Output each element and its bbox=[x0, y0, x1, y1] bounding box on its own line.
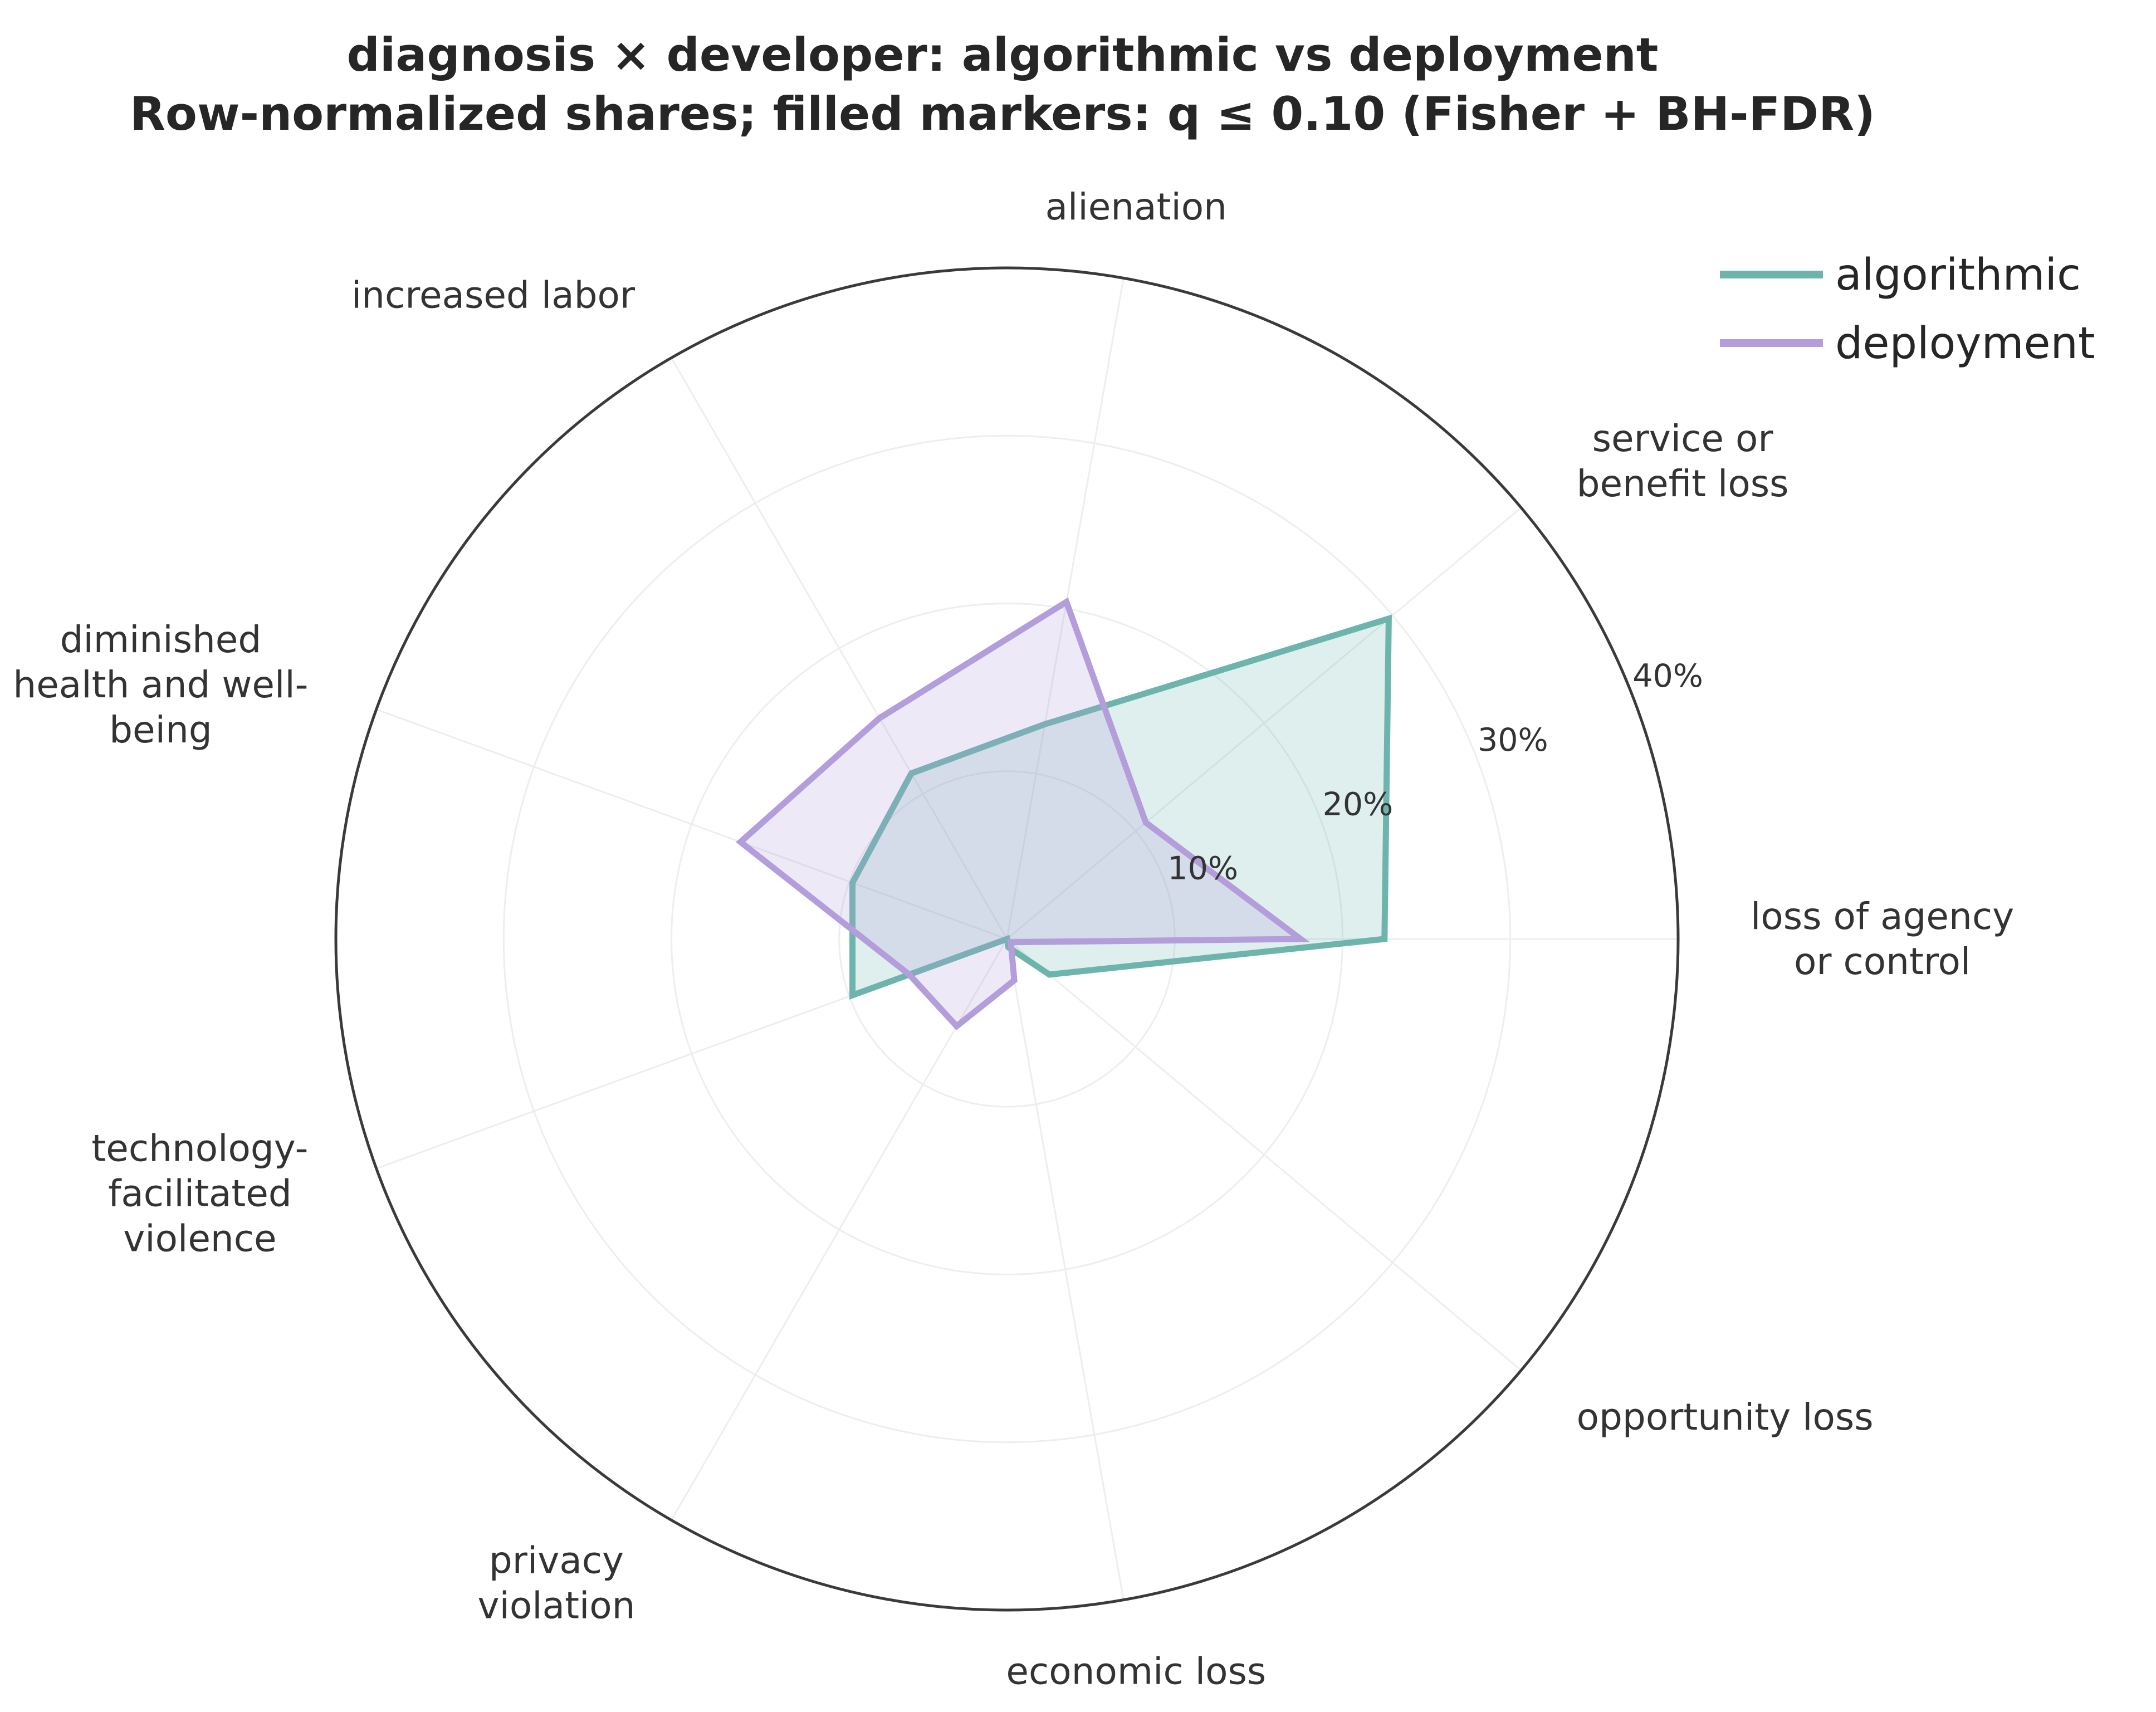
category-label-text: privacy violation bbox=[478, 1539, 635, 1627]
grid-spoke bbox=[376, 708, 1008, 940]
category-label-text: opportunity loss bbox=[1577, 1396, 1874, 1439]
category-label-line: violence bbox=[123, 1217, 276, 1260]
radial-tick-label-40: 40% bbox=[1632, 658, 1703, 694]
category-label-economic-loss: economic loss bbox=[1006, 1650, 1266, 1693]
series-line-algorithmic bbox=[849, 614, 1392, 1000]
series-fill-deployment bbox=[740, 601, 1301, 1026]
category-label-line: service or bbox=[1592, 417, 1774, 460]
chart-title: diagnosis × developer: algorithmic vs de… bbox=[130, 28, 1875, 141]
grid-spoke bbox=[1006, 278, 1125, 940]
grid-spoke bbox=[1006, 938, 1125, 1600]
category-label-technology-facilitated-violence: technology-facilitated violence bbox=[91, 1127, 308, 1260]
grid-spoke bbox=[671, 357, 1008, 940]
category-label-line: economic loss bbox=[1006, 1650, 1266, 1693]
category-label-text: loss of agency or control bbox=[1751, 895, 2014, 983]
category-label-text: technology-facilitated violence bbox=[91, 1127, 308, 1260]
grid-spoke bbox=[1006, 938, 1522, 1371]
category-label-line: privacy bbox=[489, 1539, 624, 1582]
category-label-text: service or benefit loss bbox=[1577, 417, 1789, 505]
grid-spoke bbox=[671, 938, 1008, 1521]
category-label-diminished-health-and-well-being: diminished health and well-being bbox=[13, 618, 308, 751]
category-label-line: health and well- bbox=[13, 663, 308, 706]
radar-grid bbox=[334, 266, 1680, 1612]
radial-tick-labels: 10% 20% 30% 40% bbox=[1167, 658, 1703, 887]
legend-label-algorithmic: algorithmic bbox=[1835, 250, 2081, 300]
legend: algorithmic deployment bbox=[1720, 250, 2095, 369]
category-label-loss-of-agency-or-control: loss of agency or control bbox=[1751, 895, 2014, 983]
category-label-text: economic loss bbox=[1006, 1650, 1266, 1693]
chart-subtitle-line: Row-normalized shares; filled markers: q… bbox=[130, 87, 1875, 141]
radial-tick-label-10: 10% bbox=[1167, 850, 1238, 887]
category-label-line: violation bbox=[478, 1584, 635, 1627]
category-label-line: technology- bbox=[91, 1127, 308, 1170]
category-label-line: facilitated bbox=[108, 1172, 292, 1215]
radar-series bbox=[736, 597, 1392, 1030]
radial-tick-label-20: 20% bbox=[1323, 786, 1394, 823]
category-label-line: diminished bbox=[60, 618, 262, 661]
category-label-text: increased labor bbox=[351, 274, 635, 317]
radar-outer-frame bbox=[334, 266, 1680, 1612]
category-label-line: alienation bbox=[1045, 185, 1227, 228]
category-label-opportunity-loss: opportunity loss bbox=[1577, 1396, 1874, 1439]
chart-title-line-1: diagnosis × developer: algorithmic vs de… bbox=[346, 28, 1658, 82]
category-labels: loss of agency or control service or benefi… bbox=[13, 185, 2014, 1693]
category-label-line: increased labor bbox=[351, 274, 635, 317]
category-label-line: loss of agency bbox=[1751, 895, 2014, 938]
radial-tick-label-30: 30% bbox=[1478, 722, 1548, 759]
category-label-privacy-violation: privacy violation bbox=[478, 1539, 635, 1627]
legend-item-algorithmic: algorithmic bbox=[1720, 250, 2081, 300]
category-label-alienation: alienation bbox=[1045, 185, 1227, 228]
category-label-text: alienation bbox=[1045, 185, 1227, 228]
legend-label-deployment: deployment bbox=[1835, 319, 2095, 369]
category-label-line: benefit loss bbox=[1577, 462, 1789, 505]
category-label-increased-labor: increased labor bbox=[351, 274, 635, 317]
category-label-service-or-benefit-loss: service or benefit loss bbox=[1577, 417, 1789, 505]
series-line-deployment bbox=[736, 597, 1310, 1030]
category-label-line: or control bbox=[1794, 940, 1971, 983]
category-label-text: diminished health and well-being bbox=[13, 618, 308, 751]
legend-item-deployment: deployment bbox=[1720, 319, 2095, 369]
category-label-line: opportunity loss bbox=[1577, 1396, 1874, 1439]
category-label-line: being bbox=[109, 708, 212, 751]
grid-spoke bbox=[1006, 507, 1522, 940]
